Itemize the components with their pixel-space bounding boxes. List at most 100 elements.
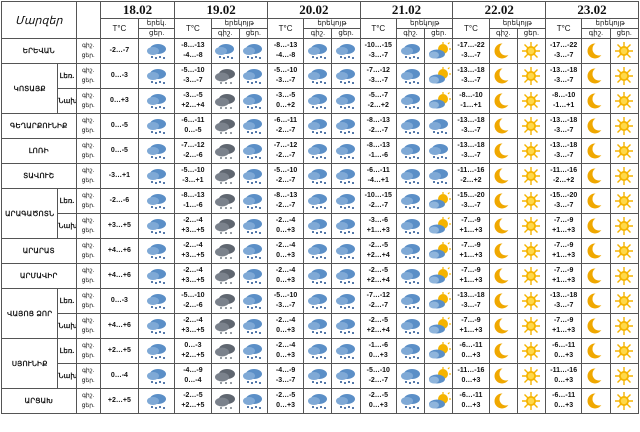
snow-cloud-icon [306, 67, 330, 85]
table-row: Նախ. գիշ. ցեր. 0…+3 -3…-5 +2…+4 -3…-5 0…+2 -5…-7… [2, 88, 639, 114]
table-row: Նախ. գիշ. ցեր. 0…-4 -4…-9 0…-4 -4…-9 -3…-7 -5…-1… [2, 363, 639, 389]
sun-cloud-icon [427, 341, 451, 360]
day-label: ցեր. [81, 203, 95, 209]
temp-value: -7…-12 -2…-7 [266, 138, 305, 164]
day-temp: -2…-7 [275, 127, 296, 134]
sun-icon [612, 291, 636, 310]
snow-cloud-icon [145, 92, 169, 110]
dark-cloud-icon [213, 167, 237, 185]
date-header-18: 18.02 [99, 1, 176, 19]
moon-icon [491, 167, 515, 185]
day-temp: +2…+4 [366, 252, 390, 259]
weather-cell [609, 163, 639, 189]
temp-value: +4…+6 [99, 238, 140, 264]
weather-cell [238, 163, 268, 189]
night-temp: -13…-18 [550, 292, 578, 299]
weather-cell [609, 63, 639, 89]
temp-value: -6…-11 0…+3 [545, 388, 583, 414]
moon-icon [584, 317, 608, 335]
subregion-name: Լեռ. [57, 288, 77, 314]
table-header: Մարզեր 18.02 19.02 20.02 21.02 22.02 23.… [1, 1, 639, 39]
snow-cloud-icon [399, 342, 423, 360]
snow-cloud-icon [145, 317, 169, 335]
day-temp: +2…+5 [181, 402, 205, 409]
day-temp: -2…-7 [368, 302, 389, 309]
night-temp: -8…-10 [459, 92, 483, 99]
subregion-name: Լեռ. [57, 338, 77, 364]
sun-cloud-icon [427, 291, 451, 310]
weather-cell [424, 213, 454, 239]
desc-header: երեկոյթ [303, 18, 361, 29]
snow-cloud-icon [241, 217, 265, 235]
day-temp: -2…+2 [553, 177, 575, 184]
weather-cell [303, 113, 333, 139]
weather-cell [331, 288, 361, 314]
sun-icon [519, 291, 543, 310]
snow-cloud-icon [145, 117, 169, 135]
weather-cell [424, 138, 454, 164]
night-temp: -13…-18 [457, 292, 485, 299]
weather-cell [331, 213, 361, 239]
day-header: ցեր. [609, 28, 639, 39]
temp-value: -2…-5 +2…+4 [359, 263, 397, 289]
forecast-table: Մարզեր 18.02 19.02 20.02 21.02 22.02 23.… [0, 1, 639, 414]
temp-value: -2…-4 +3…+5 [174, 263, 212, 289]
night-temp: -5…-10 [273, 292, 298, 299]
day-temp: -3…-7 [553, 52, 574, 59]
desc-header: երեկոյթ [488, 18, 547, 29]
weather-cell [238, 288, 268, 314]
weather-cell [331, 313, 361, 339]
weather-cell [138, 288, 176, 314]
temp-value: -2…-4 +3…+5 [174, 213, 212, 239]
night-temp: -3…-5 [275, 92, 296, 99]
day-temp: 0…+3 [276, 402, 296, 409]
weather-cell [238, 38, 268, 64]
sun-icon [612, 316, 636, 335]
weather-cell [395, 388, 426, 414]
snow-cloud-icon [399, 192, 423, 210]
moon-icon [584, 92, 608, 110]
night-temp: -7…-9 [553, 242, 574, 249]
weather-cell [210, 238, 240, 264]
snow-cloud-icon [145, 67, 169, 85]
table-row: ԿՈՏԱՅՔ Լեռ. գիշ. ցեր. 0…-3 -5…-10 -3…-7 -5…-10-… [0, 63, 639, 114]
snow-cloud-icon [334, 342, 358, 360]
night-temp: -5…-7 [368, 92, 389, 99]
weather-cell [138, 363, 176, 389]
snow-cloud-icon [241, 342, 265, 360]
weather-cell [581, 238, 611, 264]
weather-cell [581, 363, 611, 389]
subregion-name: Լեռ. [57, 188, 77, 214]
snow-cloud-icon [334, 392, 358, 410]
night-temp: -5…-10 [181, 292, 205, 299]
day-temp: -2…-6 [183, 302, 203, 309]
snow-cloud-icon [334, 92, 358, 110]
weather-cell [238, 313, 268, 339]
weather-cell [138, 38, 176, 64]
temp-header: T°C [545, 18, 583, 39]
weather-cell [516, 138, 547, 164]
day-label: ցեր. [81, 403, 95, 409]
subregion-name: Լեռ. [57, 63, 77, 89]
weather-cell [210, 288, 240, 314]
temp-value: -2…-4 0…+3 [266, 238, 305, 264]
temp-value: -7…-12 -3…-7 [359, 63, 397, 89]
weather-cell [210, 388, 240, 414]
weather-cell [238, 63, 268, 89]
weather-cell [331, 188, 361, 214]
weather-cell [210, 188, 240, 214]
weather-cell [331, 263, 361, 289]
snow-cloud-icon [306, 267, 330, 285]
sun-cloud-icon [427, 191, 451, 210]
weather-cell [395, 138, 426, 164]
temp-value: -7…-9 +1…+3 [452, 238, 490, 264]
night-temp: -2…-4 [275, 342, 296, 349]
weather-cell [609, 263, 639, 289]
day-temp: +3…+5 [181, 327, 205, 334]
night-temp: -7…-9 [553, 217, 574, 224]
temp-value: -6…-11 0…-5 [174, 113, 212, 139]
night-temp: -5…-10 [366, 367, 390, 374]
night-temp: -3…-5 [183, 92, 203, 99]
snow-cloud-icon [145, 217, 169, 235]
region-header: Մարզեր [1, 1, 77, 39]
